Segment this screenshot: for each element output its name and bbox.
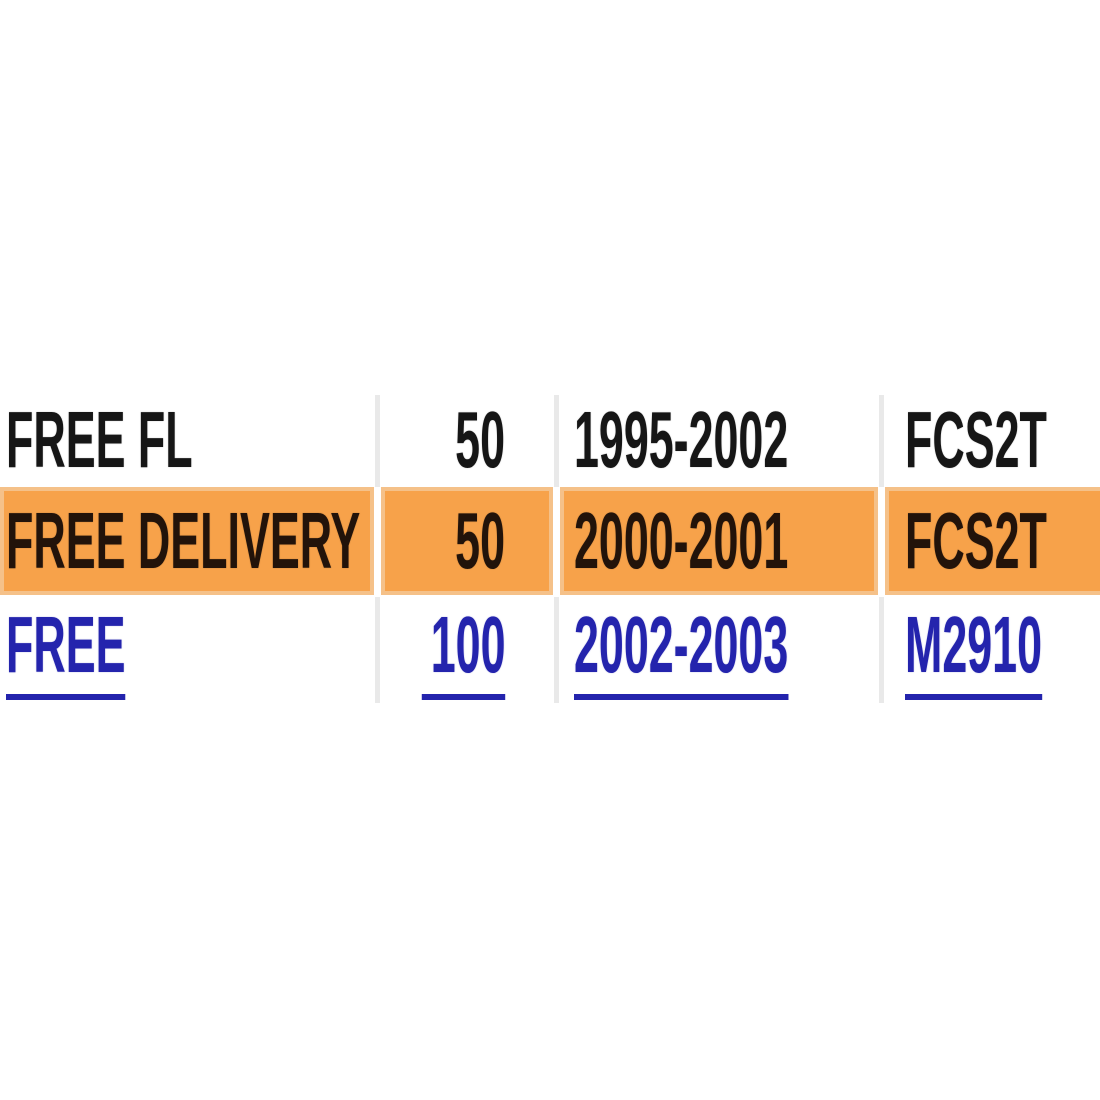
model-cell: FCS2T <box>885 395 1100 484</box>
model-text: FCS2T <box>905 395 1047 484</box>
quantity-link[interactable]: 100 <box>421 599 505 700</box>
description-text: FREE DELIVERY <box>6 496 361 585</box>
years-link[interactable]: 2002-2003 <box>574 599 789 700</box>
quantity-text: 50 <box>455 395 505 484</box>
years-text: 2000-2001 <box>574 496 789 585</box>
model-link[interactable]: M2910 <box>905 599 1042 700</box>
years-text: 1995-2002 <box>574 395 789 484</box>
description-cell-highlighted: FREE DELIVERY <box>0 487 374 595</box>
parts-table: FREE FL 50 1995-2002 FCS2T FREE DELIVERY… <box>0 395 1100 703</box>
years-cell-link-row: 2002-2003 <box>560 597 884 703</box>
description-cell-link-row: FREE <box>0 597 380 703</box>
quantity-cell: 50 <box>381 395 559 487</box>
years-cell: 1995-2002 <box>560 395 884 487</box>
quantity-cell-highlighted: 50 <box>381 487 553 595</box>
model-cell-link-row: M2910 <box>885 599 1100 700</box>
model-text: FCS2T <box>905 496 1047 585</box>
years-cell-highlighted: 2000-2001 <box>560 487 878 595</box>
description-cell: FREE FL <box>0 395 380 487</box>
quantity-text: 50 <box>455 496 505 585</box>
model-cell-highlighted: FCS2T <box>885 487 1100 595</box>
quantity-cell-link-row: 100 <box>381 597 559 703</box>
description-link[interactable]: FREE <box>6 599 126 700</box>
description-text: FREE FL <box>6 395 193 484</box>
